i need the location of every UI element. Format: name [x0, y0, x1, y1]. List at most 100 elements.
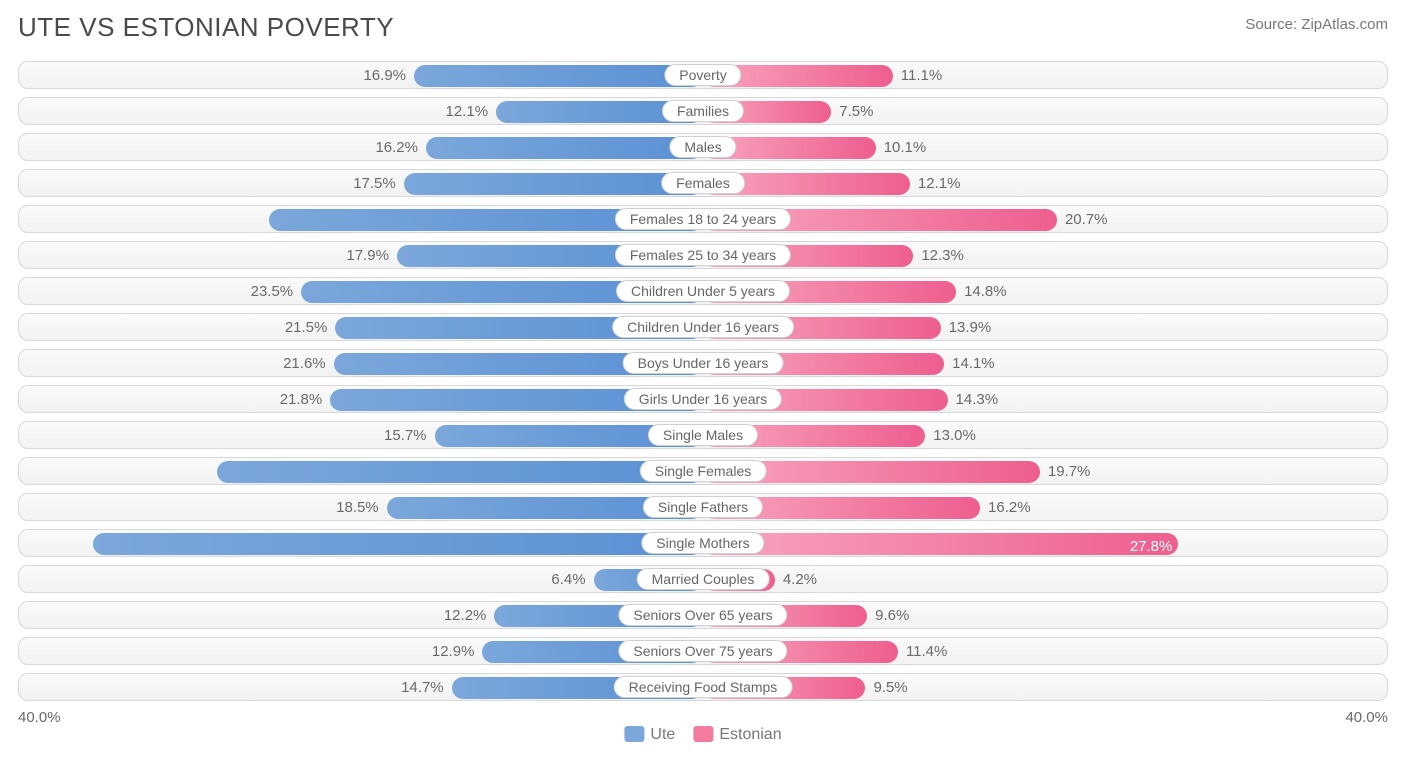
- ute-value: 21.8%: [280, 386, 323, 414]
- category-badge: Single Fathers: [643, 496, 763, 518]
- right-half: 4.2%: [703, 566, 1387, 592]
- estonian-value: 13.0%: [933, 422, 976, 450]
- right-half: 9.5%: [703, 674, 1387, 700]
- category-badge: Receiving Food Stamps: [614, 676, 793, 698]
- category-badge: Seniors Over 65 years: [618, 604, 787, 626]
- right-half: 7.5%: [703, 98, 1387, 124]
- estonian-value: 14.8%: [964, 278, 1007, 306]
- chart-row: 15.7% 13.0% Single Males: [18, 421, 1388, 449]
- left-half: 18.5%: [19, 494, 703, 520]
- ute-bar: 28.4%: [217, 461, 703, 483]
- chart-row: 18.5% 16.2% Single Fathers: [18, 493, 1388, 521]
- estonian-value: 12.3%: [921, 242, 964, 270]
- axis-labels: 40.0% 40.0%: [18, 709, 1388, 726]
- chart-row: 21.8%14.3%Girls Under 16 years: [18, 385, 1388, 413]
- left-half: 35.7%: [19, 530, 703, 556]
- estonian-value: 7.5%: [839, 98, 873, 126]
- category-badge: Seniors Over 75 years: [618, 640, 787, 662]
- category-badge: Females 25 to 34 years: [615, 244, 791, 266]
- left-half: 21.6%: [19, 350, 703, 376]
- ute-value: 18.5%: [336, 494, 379, 522]
- right-half: 27.8%: [703, 530, 1387, 556]
- left-half: 14.7%: [19, 674, 703, 700]
- chart-row: 23.5%14.8%Children Under 5 years: [18, 277, 1388, 305]
- category-badge: Poverty: [664, 64, 741, 86]
- left-half: 21.5%: [19, 314, 703, 340]
- category-badge: Males: [669, 136, 736, 158]
- chart-footer: 40.0% 40.0% UteEstonian: [18, 709, 1388, 731]
- left-half: 21.8%: [19, 386, 703, 412]
- source-prefix: Source:: [1245, 16, 1301, 33]
- right-half: 11.1%: [703, 62, 1387, 88]
- left-half: 12.2%: [19, 602, 703, 628]
- chart-row: 21.6% 14.1% Boys Under 16 years: [18, 349, 1388, 377]
- ute-value: 12.1%: [446, 98, 489, 126]
- left-half: 28.4%: [19, 458, 703, 484]
- category-badge: Boys Under 16 years: [623, 352, 784, 374]
- legend-swatch: [624, 726, 644, 742]
- left-half: 17.5%: [19, 170, 703, 196]
- chart-row: 16.2% 10.1% Males: [18, 133, 1388, 161]
- ute-value: 16.2%: [375, 134, 418, 162]
- chart-row: 12.1% 7.5% Families: [18, 97, 1388, 125]
- left-half: 23.5%: [19, 278, 703, 304]
- estonian-value: 9.5%: [873, 674, 907, 702]
- ute-value: 21.5%: [285, 314, 328, 342]
- estonian-value: 11.4%: [906, 638, 947, 666]
- left-half: 15.7%: [19, 422, 703, 448]
- left-half: 25.4%: [19, 206, 703, 232]
- category-badge: Single Males: [648, 424, 758, 446]
- estonian-value: 13.9%: [949, 314, 992, 342]
- ute-bar: [426, 137, 703, 159]
- estonian-value: 11.1%: [901, 62, 942, 90]
- right-half: 12.1%: [703, 170, 1387, 196]
- right-half: 11.4%: [703, 638, 1387, 664]
- right-half: 14.8%: [703, 278, 1387, 304]
- chart-row: 12.2% 9.6% Seniors Over 65 years: [18, 601, 1388, 629]
- left-half: 16.9%: [19, 62, 703, 88]
- ute-value: 12.9%: [432, 638, 475, 666]
- right-half: 14.1%: [703, 350, 1387, 376]
- right-half: 10.1%: [703, 134, 1387, 160]
- right-half: 13.9%: [703, 314, 1387, 340]
- ute-value: 16.9%: [363, 62, 406, 90]
- chart-row: 6.4% 4.2% Married Couples: [18, 565, 1388, 593]
- category-badge: Married Couples: [637, 568, 770, 590]
- estonian-value: 10.1%: [884, 134, 927, 162]
- right-half: 9.6%: [703, 602, 1387, 628]
- left-half: 17.9%: [19, 242, 703, 268]
- right-half: 12.3%: [703, 242, 1387, 268]
- axis-max-left: 40.0%: [18, 709, 703, 726]
- chart-row: 25.4%20.7%Females 18 to 24 years: [18, 205, 1388, 233]
- estonian-value: 16.2%: [988, 494, 1031, 522]
- estonian-value: 4.2%: [783, 566, 817, 594]
- legend-label: Ute: [650, 726, 675, 743]
- source-name: ZipAtlas.com: [1301, 16, 1388, 33]
- estonian-bar: 27.8%: [703, 533, 1178, 555]
- estonian-value: 27.8%: [1130, 533, 1173, 561]
- estonian-value: 14.1%: [952, 350, 995, 378]
- category-badge: Families: [662, 100, 744, 122]
- right-half: 16.2%: [703, 494, 1387, 520]
- category-badge: Single Females: [640, 460, 767, 482]
- chart-row: 21.5% 13.9% Children Under 16 years: [18, 313, 1388, 341]
- chart-row: 16.9% 11.1% Poverty: [18, 61, 1388, 89]
- category-badge: Single Mothers: [641, 532, 764, 554]
- ute-value: 21.6%: [283, 350, 326, 378]
- chart-row: 17.9% 12.3% Females 25 to 34 years: [18, 241, 1388, 269]
- chart-row: 28.4% 19.7% Single Females: [18, 457, 1388, 485]
- axis-max-right: 40.0%: [703, 709, 1388, 726]
- estonian-value: 19.7%: [1048, 458, 1091, 486]
- category-badge: Girls Under 16 years: [624, 388, 782, 410]
- ute-value: 15.7%: [384, 422, 427, 450]
- category-badge: Children Under 16 years: [612, 316, 794, 338]
- ute-value: 12.2%: [444, 602, 487, 630]
- estonian-value: 9.6%: [875, 602, 909, 630]
- legend: UteEstonian: [624, 726, 781, 744]
- chart-row: 12.9% 11.4% Seniors Over 75 years: [18, 637, 1388, 665]
- left-half: 12.1%: [19, 98, 703, 124]
- left-half: 16.2%: [19, 134, 703, 160]
- left-half: 6.4%: [19, 566, 703, 592]
- estonian-value: 20.7%: [1065, 206, 1108, 234]
- ute-bar: [404, 173, 703, 195]
